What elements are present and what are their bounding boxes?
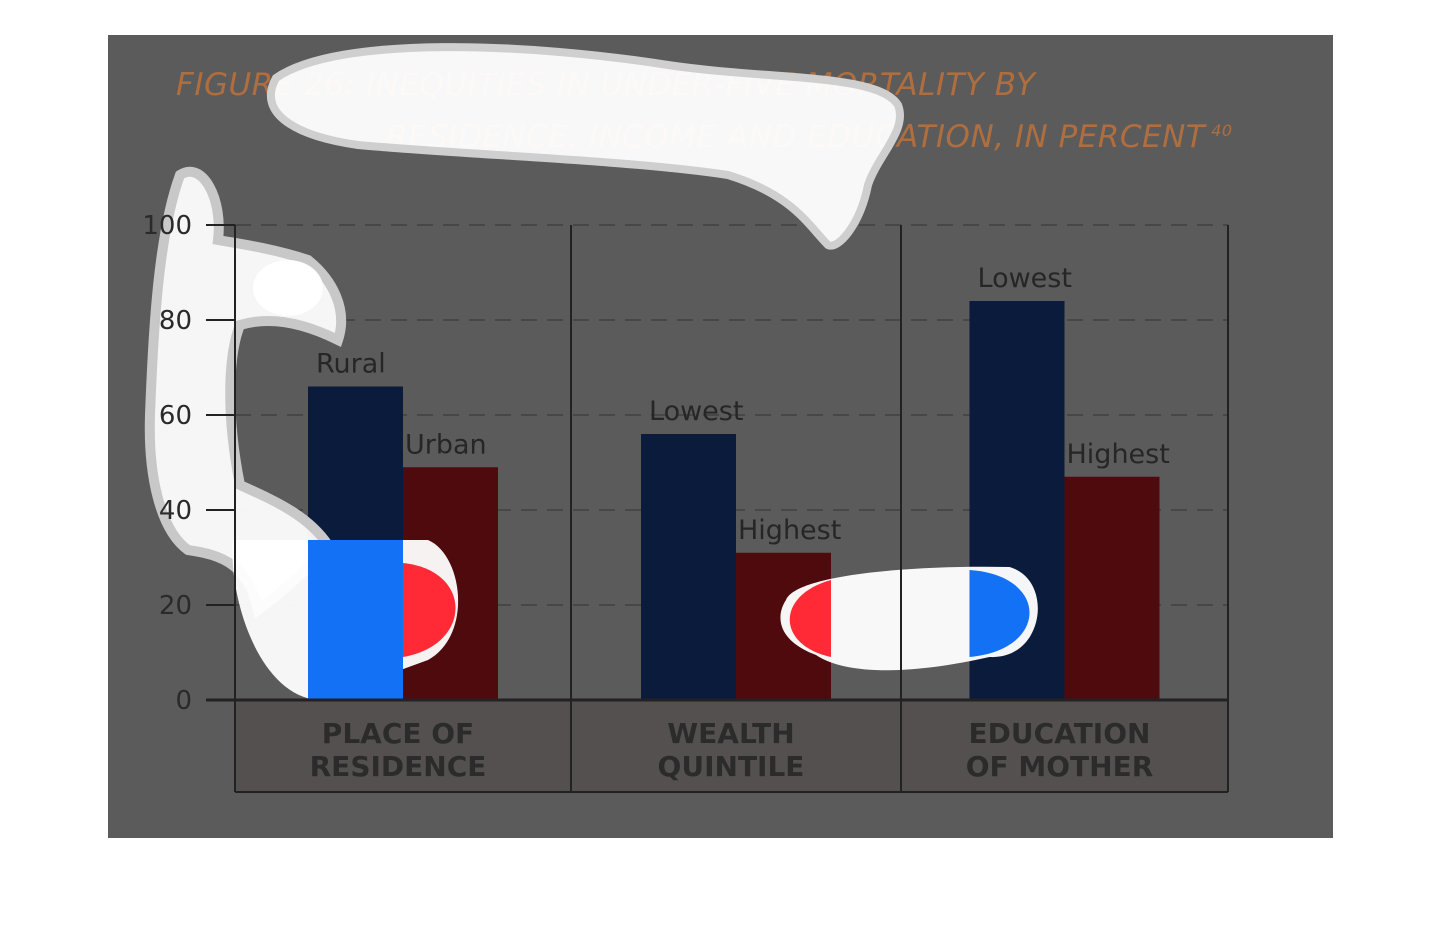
y-tick-label-0: 0	[175, 686, 192, 716]
bar-label-2-1: Highest	[1067, 439, 1170, 470]
heat-hotspot-rural-bar	[308, 540, 403, 700]
footnote-reference: 40	[1211, 120, 1233, 140]
y-tick-label-80: 80	[159, 306, 192, 336]
bar-label-0-1: Urban	[405, 429, 487, 460]
heat-blob-rural-label	[253, 260, 323, 316]
bar-label-1-0: Lowest	[649, 396, 743, 427]
bar-2-1	[1064, 476, 1160, 700]
bar-label-1-1: Highest	[738, 515, 841, 546]
y-tick-label-40: 40	[159, 496, 192, 526]
category-label-1-0: WEALTH	[667, 717, 794, 750]
y-tick-label-60: 60	[159, 401, 192, 431]
attention-overlay	[144, 43, 1038, 700]
category-label-2-0: EDUCATION	[969, 717, 1151, 750]
heat-hotspot-education-lowest	[969, 570, 1030, 657]
bar-1-0	[641, 434, 736, 700]
axis-layer	[206, 224, 1229, 793]
bar-label-2-0: Lowest	[978, 263, 1072, 294]
heat-hotspot-urban-bar	[403, 563, 456, 657]
y-tick-label-20: 20	[159, 591, 192, 621]
heat-blob-title	[267, 43, 904, 250]
category-band	[235, 700, 1228, 792]
bar-label-0-0: Rural	[316, 349, 386, 380]
category-label-2-1: OF MOTHER	[966, 750, 1154, 783]
heat-hotspot-wealth-highest	[789, 580, 831, 657]
category-band-layer	[235, 700, 1228, 792]
category-label-1-1: QUINTILE	[658, 750, 805, 783]
chart-panel: FIGURE 26: INEQUITIES IN UNDER-FIVE MORT…	[108, 35, 1333, 838]
category-label-0-1: RESIDENCE	[310, 750, 487, 783]
y-tick-label-100: 100	[142, 211, 192, 241]
category-label-0-0: PLACE OF	[322, 717, 474, 750]
